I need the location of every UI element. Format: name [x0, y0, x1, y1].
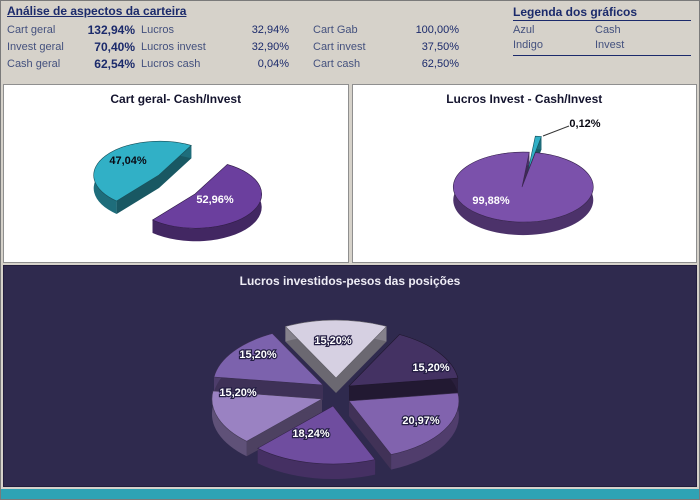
svg-text:52,96%: 52,96%: [196, 194, 234, 206]
stat-label: Invest geral: [7, 41, 64, 53]
stat-value: 0,04%: [257, 58, 289, 70]
chart-title: Cart geral- Cash/Invest: [110, 92, 242, 106]
legend-title: Legenda dos gráficos: [513, 5, 691, 21]
stat-row: Lucros cash 0,04%: [141, 57, 289, 72]
legend-row: Azul Cash: [513, 23, 691, 38]
stat-row: Lucros invest 32,90%: [141, 40, 289, 55]
lucros-invest-pie-chart: 0,12% 99,88%: [452, 118, 600, 236]
svg-text:15,20%: 15,20%: [314, 335, 352, 347]
lucros-investidos-pie-chart: 15,20% 15,20% 20,97% 18,24% 15,20% 15,20%: [211, 319, 460, 480]
stat-value: 32,90%: [251, 41, 289, 53]
stat-value: 32,94%: [251, 24, 289, 36]
stat-label: Cart Gab: [313, 24, 358, 36]
stat-row: Cart cash 62,50%: [313, 57, 459, 72]
svg-text:47,04%: 47,04%: [109, 155, 147, 167]
svg-text:18,24%: 18,24%: [292, 428, 330, 440]
stats-col-cart: Cart Gab 100,00% Cart invest 37,50% Cart…: [313, 23, 459, 72]
chart-panel-lucros-invest[interactable]: Lucros Invest - Cash/Invest 0,12% 99,88%: [351, 84, 697, 263]
cart-geral-pie-chart: 47,04% 52,96%: [93, 140, 262, 242]
stat-label: Lucros: [141, 24, 175, 36]
footer-strip: [1, 489, 699, 499]
page-title: Análise de aspectos da carteira: [7, 4, 187, 18]
chart-title: Lucros investidos-pesos das posições: [239, 274, 461, 288]
stat-row: Invest geral 70,40%: [7, 40, 135, 55]
stat-value: 62,54%: [94, 57, 135, 71]
stat-row: Cash geral 62,54%: [7, 57, 135, 72]
legend-color-name: Azul: [513, 24, 535, 36]
legend-series-name: Cash: [595, 24, 621, 36]
chart-legend: Legenda dos gráficos Azul Cash Indigo In…: [513, 5, 691, 56]
stats-col-lucros: Lucros 32,94% Lucros invest 32,90% Lucro…: [141, 23, 289, 72]
chart-title: Lucros Invest - Cash/Invest: [446, 92, 603, 106]
legend-series-name: Invest: [595, 39, 625, 51]
stat-row: Cart invest 37,50%: [313, 40, 459, 55]
svg-text:15,20%: 15,20%: [239, 349, 277, 361]
svg-text:99,88%: 99,88%: [472, 195, 510, 207]
legend-color-name: Indigo: [513, 39, 543, 51]
stat-value: 132,94%: [87, 23, 135, 37]
stat-label: Lucros cash: [141, 58, 201, 70]
stats-grid: Cart geral 132,94% Invest geral 70,40% C…: [7, 23, 693, 72]
legend-row: Indigo Invest: [513, 38, 691, 53]
stat-label: Cart cash: [313, 58, 361, 70]
stat-label: Cash geral: [7, 58, 61, 70]
svg-text:15,20%: 15,20%: [412, 362, 450, 374]
svg-text:0,12%: 0,12%: [569, 118, 600, 130]
analysis-header: Análise de aspectos da carteira Cart ger…: [1, 1, 699, 84]
stats-col-geral: Cart geral 132,94% Invest geral 70,40% C…: [7, 23, 135, 72]
stat-row: Cart geral 132,94%: [7, 23, 135, 38]
stat-label: Cart invest: [313, 41, 366, 53]
chart-panel-cart-geral[interactable]: Cart geral- Cash/Invest 47,04% 52,96%: [3, 84, 349, 263]
chart-panel-lucros-investidos[interactable]: Lucros investidos-pesos das posições 15,…: [3, 265, 697, 487]
stat-row: Cart Gab 100,00%: [313, 23, 459, 38]
stat-label: Cart geral: [7, 24, 56, 36]
stat-value: 62,50%: [421, 58, 459, 70]
stat-row: Lucros 32,94%: [141, 23, 289, 38]
stat-value: 100,00%: [415, 24, 459, 36]
stat-label: Lucros invest: [141, 41, 206, 53]
top-charts-row: Cart geral- Cash/Invest 47,04% 52,96% Luc…: [1, 84, 699, 263]
svg-text:20,97%: 20,97%: [402, 415, 440, 427]
stat-value: 37,50%: [421, 41, 459, 53]
stat-value: 70,40%: [94, 40, 135, 54]
svg-text:15,20%: 15,20%: [219, 387, 257, 399]
